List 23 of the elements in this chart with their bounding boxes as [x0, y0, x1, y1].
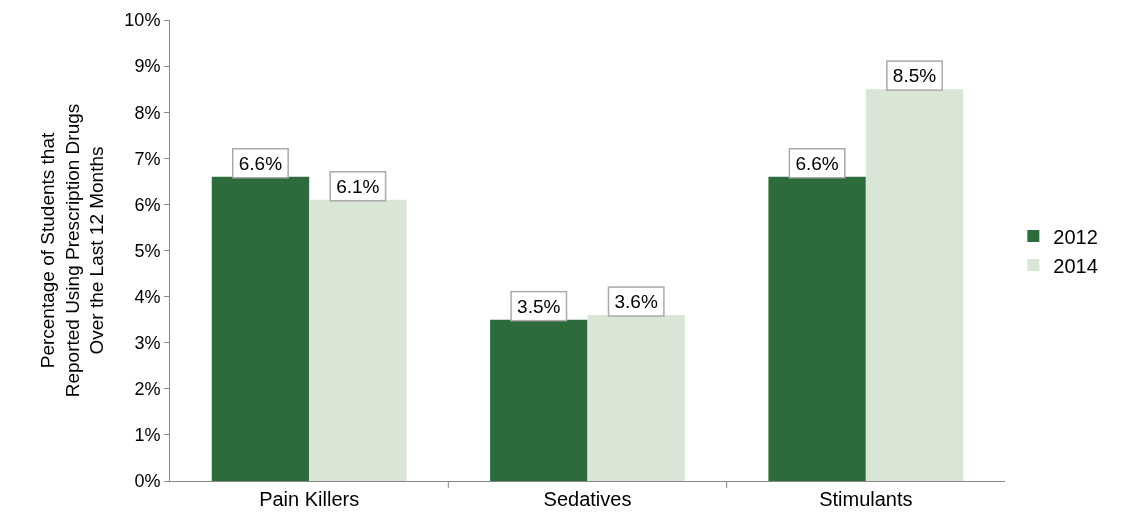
legend-label: 2014 [1053, 254, 1098, 277]
data-label: 3.5% [517, 295, 561, 317]
data-label: 8.5% [892, 65, 937, 87]
data-label: 3.6% [614, 291, 658, 313]
data-label: 6.6% [795, 152, 839, 174]
x-tick-label: Pain Killers [259, 488, 360, 510]
y-tick-label: 0% [134, 471, 161, 492]
y-tick-label: 5% [134, 240, 161, 261]
y-tick-label: 6% [134, 194, 161, 215]
y-tick-label: 10% [124, 10, 161, 31]
y-axis-title: Percentage of Students that Reported Using Prescription Drugs Over the Last 12 Months [36, 103, 108, 398]
y-tick-label: 4% [134, 286, 161, 307]
x-tick-label: Stimulants [819, 488, 913, 510]
y-tick-label: 9% [134, 56, 161, 77]
legend-label: 2012 [1053, 225, 1098, 248]
y-tick-label: 2% [134, 379, 161, 400]
y-tick-label: 8% [134, 102, 161, 123]
data-label: 6.6% [238, 152, 283, 174]
x-tick-label: Sedatives [543, 488, 632, 510]
y-tick-label: 3% [134, 333, 161, 353]
data-label: 6.1% [336, 175, 380, 197]
y-tick-label: 7% [134, 148, 161, 169]
y-tick-label: 1% [134, 425, 161, 446]
